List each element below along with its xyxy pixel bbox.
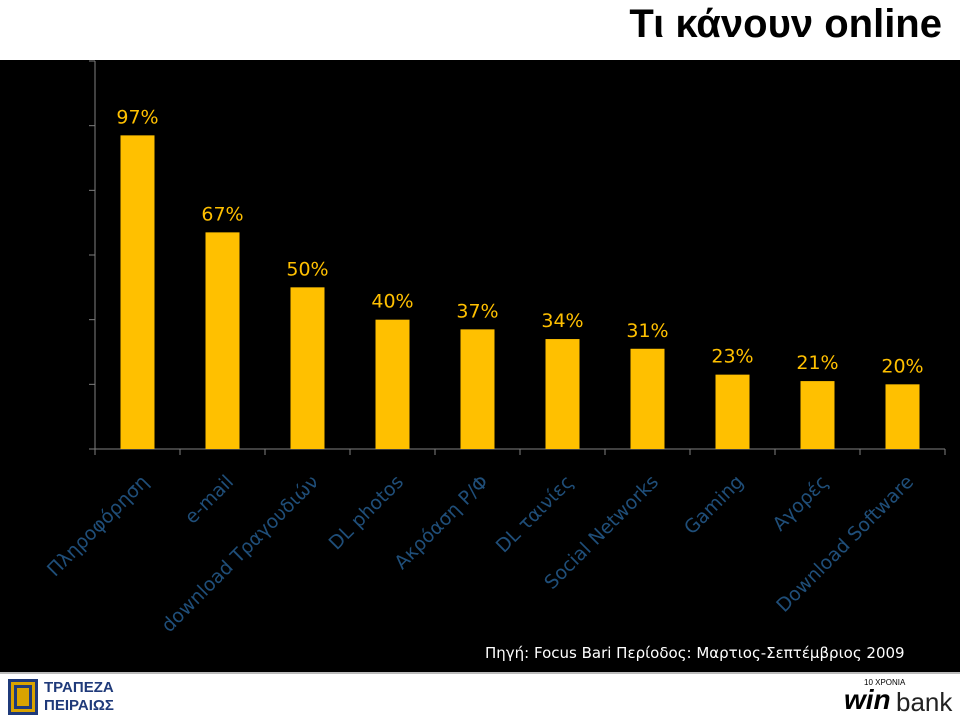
category-label: e-mail: [181, 471, 238, 528]
bar: [460, 329, 495, 449]
bar: [545, 339, 580, 449]
bar: [715, 374, 750, 449]
bar-value-label: 34%: [541, 310, 583, 332]
source-note: Πηγή: Focus Bari Περίοδος: Μαρτιος-Σεπτέ…: [485, 644, 905, 662]
logo-text-line2: ΠΕΙΡΑΙΩΣ: [44, 697, 114, 714]
category-label: Αγορές: [768, 471, 833, 536]
bar-value-label: 23%: [711, 346, 753, 368]
bar-chart: 97% 67% 50% 40% 37% 34% 31% 23% 21% 20% Πληροφόρη…: [43, 60, 946, 637]
category-label: Download Software: [772, 471, 918, 617]
category-label: Πληροφόρηση: [43, 471, 153, 581]
bar: [630, 348, 665, 449]
bar-value-label: 67%: [201, 203, 243, 225]
logo-bank-text: bank: [896, 687, 953, 717]
category-label: DL photos: [325, 471, 408, 554]
footer-band: [0, 672, 960, 720]
bar-value-label: 37%: [456, 300, 498, 322]
bar-value-label: 31%: [626, 320, 668, 342]
bar: [120, 135, 155, 449]
chart-title: Τι κάνουν online: [629, 2, 942, 46]
bar-value-label: 50%: [286, 258, 328, 280]
title-band: [0, 0, 960, 60]
footer-divider: [0, 672, 960, 674]
bar-value-label: 97%: [116, 106, 158, 128]
logo-win-text: win: [844, 684, 891, 715]
logo-anniversary-text: 10 ΧΡΟΝΙΑ: [864, 678, 906, 687]
category-label: download Τραγουδιών: [157, 471, 323, 637]
piraeus-emblem-icon: [8, 679, 38, 715]
category-label: DL ταινίες: [492, 471, 578, 557]
bar: [885, 384, 920, 449]
logo-text-line1: ΤΡΑΠΕΖΑ: [44, 679, 114, 696]
bar-value-label: 40%: [371, 291, 413, 313]
bar: [290, 287, 325, 449]
bar-value-label: 20%: [881, 355, 923, 377]
bar-value-label: 21%: [796, 352, 838, 374]
category-label: Gaming: [680, 471, 748, 539]
winbank-logo: 10 ΧΡΟΝΙΑ win bank: [844, 678, 956, 718]
bar: [205, 232, 240, 449]
bar: [375, 319, 410, 449]
bar: [800, 381, 835, 449]
